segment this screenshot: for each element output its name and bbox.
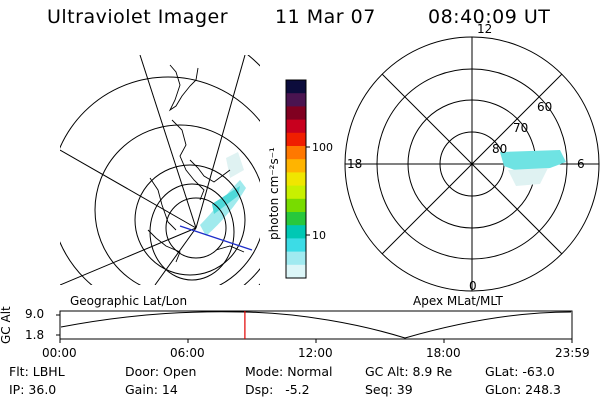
polar-axis <box>381 73 563 255</box>
timeline-xtick: 12:00 <box>298 346 333 360</box>
colorbar <box>286 80 306 279</box>
colorbar-segment <box>286 264 306 279</box>
graticule-ring <box>60 76 260 285</box>
colorbar-segment <box>286 106 306 121</box>
timeline-ytick-bottom: 1.8 <box>25 328 44 342</box>
lat-label-60: 60 <box>537 100 552 114</box>
aurora-emission-polar <box>508 168 548 186</box>
meridian-line <box>60 227 197 285</box>
mlt-label-bottom: 0 <box>469 279 477 293</box>
meridian-line <box>139 55 197 229</box>
flt-info: Flt: LBHL <box>9 364 65 379</box>
colorbar-segment <box>286 172 306 187</box>
coastline <box>147 64 245 263</box>
lat-label-80: 80 <box>492 142 507 156</box>
time-label: 08:40:09 UT <box>428 6 551 28</box>
terminator-line <box>179 225 253 251</box>
geographic-map <box>60 55 260 285</box>
lat-label-70: 70 <box>513 121 528 135</box>
colorbar-tick-100: 100 <box>312 141 333 154</box>
timeline-xtick: 00:00 <box>42 346 77 360</box>
colorbar-segment <box>286 132 306 147</box>
meridian-line <box>154 227 197 285</box>
gcalt-info: GC Alt: 8.9 Re <box>365 364 453 379</box>
left-panel-label: Geographic Lat/Lon <box>70 294 188 308</box>
mlt-label-top: 12 <box>477 22 492 36</box>
colorbar-segment <box>286 238 306 253</box>
colorbar-unit-label: photon cm⁻²s⁻¹ <box>267 147 281 240</box>
instrument-title: Ultraviolet Imager <box>47 6 229 28</box>
colorbar-tick-10: 10 <box>312 229 326 242</box>
altitude-curve <box>60 311 572 339</box>
mlt-label-right: 6 <box>577 157 585 171</box>
right-panel-label: Apex MLat/MLT <box>413 294 503 308</box>
graticule-ring <box>134 164 246 276</box>
timeline-xtick: 18:00 <box>426 346 461 360</box>
seq-info: Seq: 39 <box>365 382 413 397</box>
aurora-emission-polar <box>500 150 566 172</box>
colorbar-segment <box>286 119 306 134</box>
polar-plot <box>344 36 600 292</box>
meridian-line <box>195 55 246 229</box>
colorbar-segment <box>286 185 306 200</box>
date-label: 11 Mar 07 <box>275 6 376 28</box>
graticule-ring <box>94 124 260 285</box>
colorbar-segment <box>286 198 306 213</box>
colorbar-frame <box>285 79 307 279</box>
ip-info: IP: 36.0 <box>9 382 57 397</box>
timeline-xtick: 23:59 <box>555 346 590 360</box>
colorbar-segment <box>286 93 306 107</box>
timeline-ylabel: GC Alt <box>0 306 13 344</box>
mlt-label-left: 18 <box>347 157 362 171</box>
colorbar-segment <box>286 146 306 160</box>
gain-info: Gain: 14 <box>125 382 178 397</box>
timeline-xtick: 06:00 <box>170 346 205 360</box>
door-info: Door: Open <box>125 364 197 379</box>
mode-info: Mode: Normal <box>245 364 333 379</box>
glon-info: GLon: 248.3 <box>485 382 561 397</box>
colorbar-segment <box>286 225 306 239</box>
colorbar-segment <box>286 251 306 266</box>
graticule-ring <box>247 55 260 285</box>
aurora-emission-left <box>200 152 246 236</box>
timeline-ticks <box>56 314 573 343</box>
colorbar-segment <box>286 212 306 226</box>
glat-info: GLat: -63.0 <box>485 364 555 379</box>
meridian-line <box>60 149 197 229</box>
timeline-ytick-top: 9.0 <box>25 307 44 321</box>
colorbar-segment <box>286 159 306 173</box>
timeline-frame <box>59 310 573 340</box>
graticule-ring <box>165 197 227 259</box>
colorbar-segment <box>286 80 306 94</box>
dsp-info: Dsp: -5.2 <box>245 382 310 397</box>
